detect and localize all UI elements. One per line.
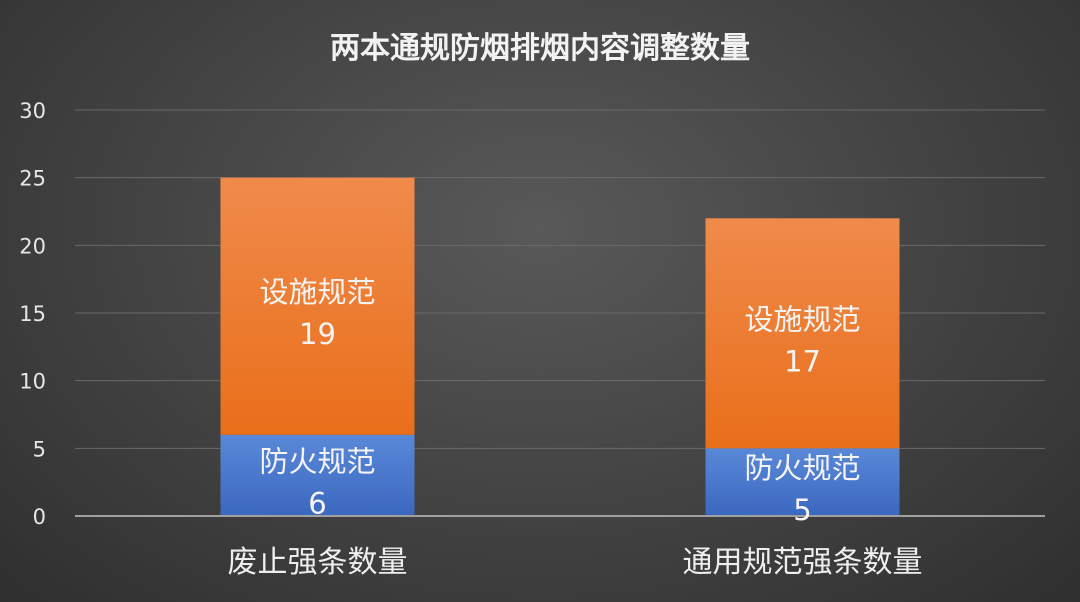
data-label-value: 5	[793, 493, 811, 527]
data-label-series: 防火规范	[744, 451, 860, 485]
x-category-label: 通用规范强条数量	[683, 545, 923, 580]
data-label-series: 防火规范	[259, 444, 375, 478]
y-tick-label: 25	[19, 167, 46, 191]
y-tick-label: 5	[33, 437, 46, 461]
data-label-value: 6	[308, 486, 326, 520]
data-label-value: 19	[299, 317, 336, 351]
y-axis-ticks: 0 5 10 15 20 25 30	[19, 99, 46, 529]
y-tick-label: 15	[19, 302, 46, 326]
bar-segment	[705, 218, 900, 449]
bar-segment	[220, 434, 415, 516]
data-label-series: 设施规范	[744, 302, 860, 336]
data-labels: 防火规范 6 设施规范 19 防火规范 5 设施规范 17	[259, 275, 860, 527]
y-tick-label: 0	[33, 505, 46, 529]
x-axis-categories: 废止强条数量 通用规范强条数量	[228, 545, 923, 580]
chart-title: 两本通规防烟排烟内容调整数量	[330, 31, 750, 66]
data-label-series: 设施规范	[259, 275, 375, 309]
y-tick-label: 10	[19, 370, 46, 394]
bar-segment	[705, 448, 900, 516]
bars	[220, 177, 900, 516]
bar-segment	[220, 177, 415, 435]
y-tick-label: 30	[19, 99, 46, 123]
y-tick-label: 20	[19, 234, 46, 258]
x-category-label: 废止强条数量	[228, 545, 408, 580]
data-label-value: 17	[784, 344, 821, 378]
